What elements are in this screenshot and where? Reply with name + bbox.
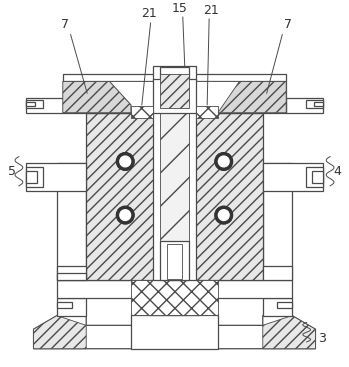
Polygon shape xyxy=(63,81,131,113)
Polygon shape xyxy=(131,106,153,117)
Polygon shape xyxy=(312,171,323,183)
Circle shape xyxy=(215,153,232,170)
Polygon shape xyxy=(153,66,196,280)
Polygon shape xyxy=(263,266,292,280)
Polygon shape xyxy=(110,81,174,113)
Polygon shape xyxy=(153,79,196,113)
Text: 15: 15 xyxy=(172,2,188,15)
Polygon shape xyxy=(34,316,315,349)
Polygon shape xyxy=(306,100,323,108)
Polygon shape xyxy=(57,280,292,298)
Polygon shape xyxy=(218,81,286,113)
Circle shape xyxy=(215,206,232,224)
Polygon shape xyxy=(26,167,43,187)
Polygon shape xyxy=(86,113,175,280)
Polygon shape xyxy=(26,98,63,113)
Polygon shape xyxy=(306,167,323,187)
Circle shape xyxy=(117,153,134,170)
Polygon shape xyxy=(34,316,86,349)
Polygon shape xyxy=(57,298,86,316)
Polygon shape xyxy=(149,300,200,315)
Text: 21: 21 xyxy=(203,4,219,17)
Polygon shape xyxy=(160,74,189,108)
Polygon shape xyxy=(263,316,315,349)
Polygon shape xyxy=(63,74,286,81)
Polygon shape xyxy=(57,302,72,308)
Circle shape xyxy=(120,210,131,221)
Text: 5: 5 xyxy=(8,165,16,178)
Text: 3: 3 xyxy=(318,333,326,345)
Polygon shape xyxy=(57,163,86,280)
Text: 7: 7 xyxy=(284,18,292,31)
Polygon shape xyxy=(131,280,218,315)
Polygon shape xyxy=(160,69,189,274)
Polygon shape xyxy=(286,98,323,113)
Polygon shape xyxy=(26,102,36,106)
Polygon shape xyxy=(26,171,37,183)
Circle shape xyxy=(120,156,131,167)
Polygon shape xyxy=(277,302,292,308)
Text: 21: 21 xyxy=(141,7,156,20)
Polygon shape xyxy=(63,81,286,113)
Polygon shape xyxy=(263,298,292,316)
Polygon shape xyxy=(131,315,218,349)
Circle shape xyxy=(218,210,229,221)
Polygon shape xyxy=(174,113,263,280)
Polygon shape xyxy=(26,100,43,108)
Polygon shape xyxy=(263,163,323,191)
Polygon shape xyxy=(160,67,189,79)
Text: 4: 4 xyxy=(333,165,341,178)
Circle shape xyxy=(218,156,229,167)
Polygon shape xyxy=(167,244,182,279)
Polygon shape xyxy=(26,163,86,191)
Polygon shape xyxy=(313,102,323,106)
Polygon shape xyxy=(263,163,292,280)
Circle shape xyxy=(117,206,134,224)
Polygon shape xyxy=(57,273,86,280)
Polygon shape xyxy=(160,241,189,280)
Polygon shape xyxy=(196,106,218,117)
Polygon shape xyxy=(57,266,86,280)
Text: 7: 7 xyxy=(61,18,69,31)
Polygon shape xyxy=(174,81,239,113)
